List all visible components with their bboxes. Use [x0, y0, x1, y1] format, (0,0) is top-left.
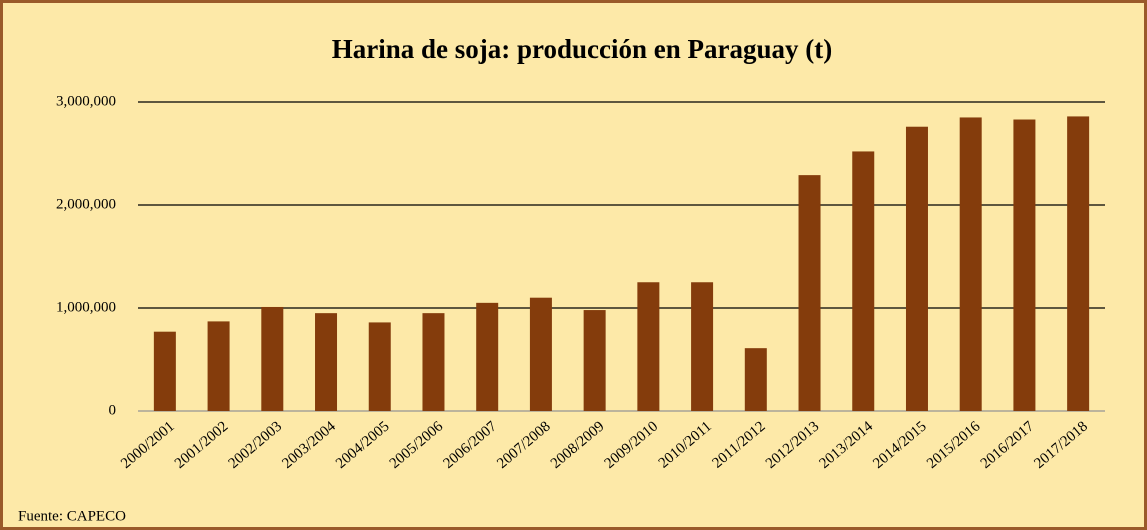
bar — [1067, 116, 1090, 412]
bar — [261, 306, 284, 411]
bar — [529, 297, 552, 411]
bar — [422, 313, 445, 411]
y-tick-label: 2,000,000 — [56, 196, 116, 212]
bar — [852, 151, 875, 411]
bar — [798, 175, 821, 411]
y-tick-label: 0 — [109, 402, 117, 418]
bar — [691, 282, 714, 411]
y-tick-label: 3,000,000 — [56, 93, 116, 109]
bar — [1013, 119, 1036, 411]
bar — [153, 331, 176, 411]
source-note: Fuente: CAPECO — [18, 508, 126, 524]
chart-title: Harina de soja: producción en Paraguay (… — [332, 34, 833, 64]
bar — [959, 117, 982, 411]
bar — [744, 348, 767, 411]
y-tick-label: 1,000,000 — [56, 299, 116, 315]
bar — [207, 321, 230, 411]
bar — [368, 322, 391, 411]
bar — [637, 282, 660, 411]
bar — [476, 302, 499, 411]
bar — [905, 126, 928, 411]
bar — [315, 313, 338, 411]
bar — [583, 310, 606, 411]
